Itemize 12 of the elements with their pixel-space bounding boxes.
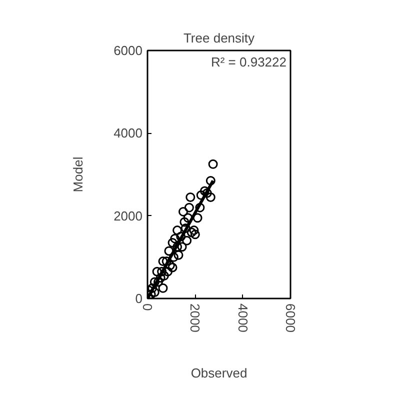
chart-title: Tree density xyxy=(183,30,256,46)
x-tick-label: 6000 xyxy=(283,304,298,332)
x-tick-label: 0 xyxy=(140,304,155,311)
x-axis-title: Observed xyxy=(190,365,248,380)
y-axis-title: Model xyxy=(70,156,86,192)
y-tick-label: 6000 xyxy=(114,43,142,58)
x-tick-label: 2000 xyxy=(188,304,203,332)
annotation: R² = 0.93222 xyxy=(210,54,287,70)
x-tick-label: 4000 xyxy=(235,304,250,332)
y-tick-label: 0 xyxy=(135,291,143,306)
y-tick-label: 4000 xyxy=(114,126,142,141)
y-tick-label: 2000 xyxy=(114,208,142,224)
